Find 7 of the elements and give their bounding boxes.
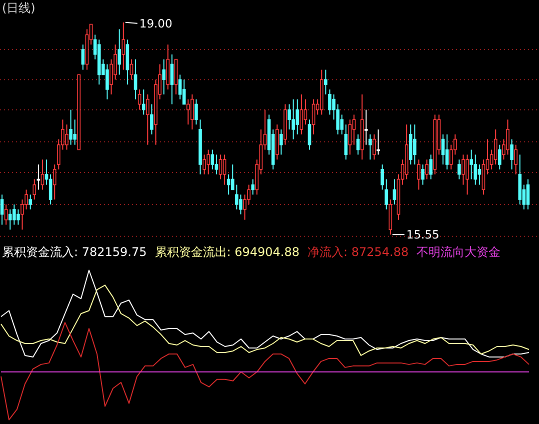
title: (日线) xyxy=(2,1,36,15)
annotation: 15.55 xyxy=(406,228,440,242)
legend: 累积资金流出: 694904.88 xyxy=(154,245,300,259)
legend: 累积资金流入: 782159.75 xyxy=(2,245,147,259)
legend: 净流入: 87254.88 xyxy=(308,245,409,259)
legend: 不明流向大资金 xyxy=(416,245,501,259)
annotation: 19.00 xyxy=(139,16,172,30)
